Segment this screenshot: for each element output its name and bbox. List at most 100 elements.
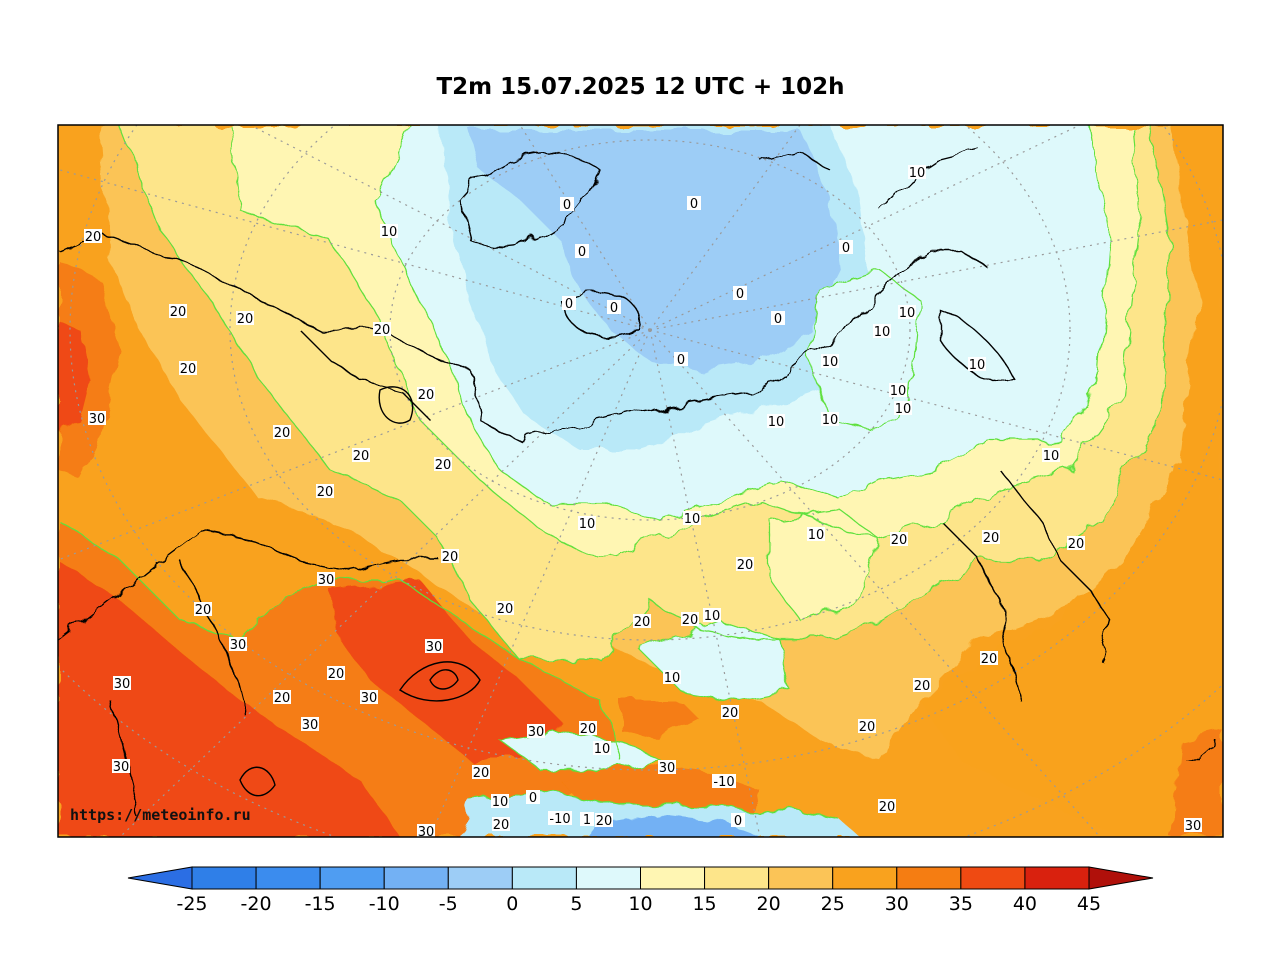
- svg-text:10: 10: [899, 306, 916, 321]
- svg-text:30: 30: [1185, 819, 1202, 834]
- contour-label: 10: [380, 224, 398, 240]
- svg-text:20: 20: [328, 667, 345, 682]
- svg-text:10: 10: [895, 402, 912, 417]
- map-title: T2m 15.07.2025 12 UTC + 102h: [436, 74, 845, 100]
- colorbar-cell: [1024, 866, 1090, 890]
- svg-text:0: 0: [565, 297, 573, 312]
- svg-text:10: 10: [684, 512, 701, 527]
- svg-text:10: 10: [969, 358, 986, 373]
- contour-label: 20: [496, 601, 514, 617]
- svg-text:20: 20: [859, 720, 876, 735]
- contour-label: 20: [681, 612, 699, 628]
- contour-label: 10: [968, 357, 986, 373]
- colorbar-cell: [832, 866, 898, 890]
- colorbar-tick-label: 0: [506, 893, 518, 915]
- colorbar-cell: [960, 866, 1026, 890]
- colorbar-tick-label: -10: [369, 893, 400, 915]
- svg-text:30: 30: [318, 573, 335, 588]
- contour-label: 0: [839, 240, 853, 256]
- colorbar-cell: [511, 866, 577, 890]
- svg-text:20: 20: [473, 766, 490, 781]
- colorbar-cell: [447, 866, 513, 890]
- contour-label: 30: [113, 676, 131, 692]
- svg-text:20: 20: [879, 800, 896, 815]
- contour-label: 20: [982, 530, 1000, 546]
- contour-label: 10: [1042, 448, 1060, 464]
- contour-label: 10: [593, 741, 611, 757]
- svg-text:20: 20: [983, 531, 1000, 546]
- contour-label: 10: [894, 401, 912, 417]
- colorbar-cell: [640, 866, 706, 890]
- contour-label: 30: [1184, 818, 1202, 834]
- contour-label: 0: [731, 813, 745, 829]
- contour-label: 10: [898, 305, 916, 321]
- colorbar-tick-label: 15: [692, 893, 716, 915]
- svg-text:20: 20: [634, 615, 651, 630]
- colorbar-cell: [383, 866, 449, 890]
- colorbar-tick-label: 40: [1013, 893, 1037, 915]
- svg-text:30: 30: [230, 638, 247, 653]
- colorbar-tick-label: 25: [821, 893, 845, 915]
- svg-text:30: 30: [114, 677, 131, 692]
- watermark: https://meteoinfo.ru: [70, 806, 251, 824]
- field-30-35-gobi: [620, 700, 700, 740]
- svg-text:10: 10: [874, 325, 891, 340]
- svg-text:20: 20: [493, 818, 510, 833]
- colorbar-tick-label: 30: [885, 893, 909, 915]
- svg-text:10: 10: [822, 413, 839, 428]
- contour-label: 10: [821, 412, 839, 428]
- svg-text:20: 20: [237, 312, 254, 327]
- contour-label: 0: [607, 300, 621, 316]
- contour-label: 0: [674, 352, 688, 368]
- svg-text:1: 1: [583, 813, 591, 828]
- contour-label: 20: [84, 229, 102, 245]
- svg-text:10: 10: [808, 528, 825, 543]
- svg-text:30: 30: [113, 760, 130, 775]
- svg-text:0: 0: [578, 245, 586, 260]
- svg-text:0: 0: [842, 241, 850, 256]
- contour-label: 20: [1067, 536, 1085, 552]
- colorbar-cell: [255, 866, 321, 890]
- svg-text:20: 20: [891, 533, 908, 548]
- svg-text:30: 30: [418, 825, 435, 840]
- svg-text:20: 20: [418, 388, 435, 403]
- svg-text:20: 20: [274, 691, 291, 706]
- contour-label: 20: [878, 799, 896, 815]
- contour-label: 20: [858, 719, 876, 735]
- colorbar-tick-label: 45: [1077, 893, 1101, 915]
- svg-text:0: 0: [563, 198, 571, 213]
- svg-text:20: 20: [682, 613, 699, 628]
- colorbar: -25 -20 -15 -10 -5 0 5 10 15 20 25 30 35 40 45: [127, 866, 1154, 915]
- colorbar-tick-label: 5: [570, 893, 582, 915]
- svg-text:10: 10: [664, 671, 681, 686]
- svg-text:10: 10: [768, 415, 785, 430]
- svg-text:0: 0: [734, 814, 742, 829]
- colorbar-over-triangle: [1088, 866, 1154, 890]
- contour-label: 20: [472, 765, 490, 781]
- svg-text:20: 20: [497, 602, 514, 617]
- contour-label: 0: [526, 790, 540, 806]
- svg-text:20: 20: [170, 305, 187, 320]
- svg-text:-10: -10: [549, 812, 570, 827]
- colorbar-cell: [319, 866, 385, 890]
- contour-label: 10: [767, 414, 785, 430]
- contour-label: 20: [373, 322, 391, 338]
- svg-text:10: 10: [890, 384, 907, 399]
- contour-label: 10: [873, 324, 891, 340]
- contour-label: 10: [889, 383, 907, 399]
- contour-label: 20: [721, 705, 739, 721]
- contour-label: 30: [417, 824, 435, 840]
- colorbar-tick-label: -15: [305, 893, 336, 915]
- contour-label: 20: [417, 387, 435, 403]
- graticule: [58, 125, 1223, 837]
- contour-label: 10: [683, 511, 701, 527]
- colorbar-cell: [704, 866, 770, 890]
- colorbar-tick-label: 20: [757, 893, 781, 915]
- contour-label: 20: [633, 614, 651, 630]
- contour-label: 20: [352, 448, 370, 464]
- svg-text:0: 0: [774, 312, 782, 327]
- contour-label: 20: [434, 457, 452, 473]
- contour-label: 10: [908, 165, 926, 181]
- field-tibet-colder: [590, 815, 760, 837]
